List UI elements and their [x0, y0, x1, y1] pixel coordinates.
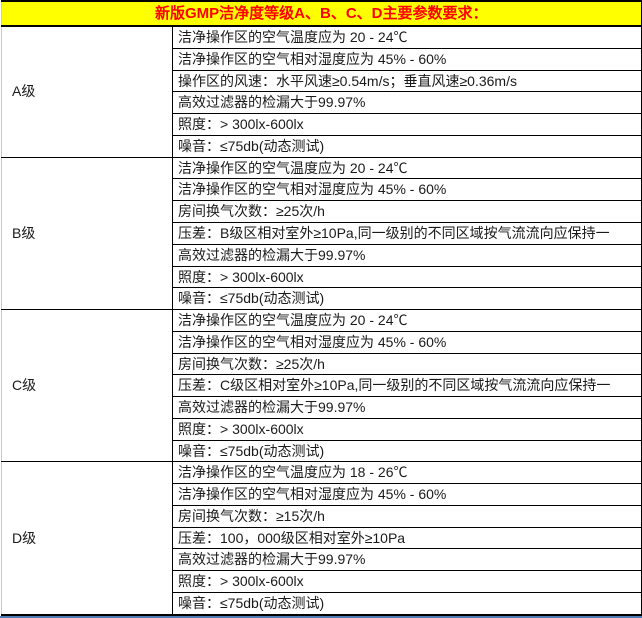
param-cell: 操作区的风速：水平风速≥0.54m/s；垂直风速≥0.36m/s [172, 69, 642, 93]
table-row: 照度：> 300lx-600lx [2, 417, 642, 441]
table-row: 压差：100，000级区相对室外≥10Pa [2, 526, 642, 550]
param-cell: 压差：C级区相对室外≥10Pa,同一级别的不同区域按气流流向应保持一 [172, 374, 642, 398]
param-cell: 噪音：≤75db(动态测试) [172, 134, 642, 158]
table-row: 照度：> 300lx-600lx [2, 113, 642, 136]
param-cell: 照度：> 300lx-600lx [172, 570, 642, 594]
param-cell: 压差：B级区相对室外≥10Pa,同一级别的不同区域按气流流向应保持一 [172, 222, 642, 245]
param-cell: 洁净操作区的空气温度应为 18 - 26℃ [172, 461, 642, 485]
param-cell: 高效过滤器的检漏大于99.97% [172, 548, 642, 572]
param-cell: 洁净操作区的空气相对湿度应为 45% - 60% [172, 47, 642, 71]
param-cell: 洁净操作区的空气相对湿度应为 45% - 60% [172, 178, 642, 202]
param-cell: 高效过滤器的检漏大于99.97% [172, 243, 642, 267]
param-cell: 洁净操作区的空气温度应为 20 - 24℃ [172, 156, 642, 180]
param-cell: 洁净操作区的空气温度应为 20 - 24℃ [172, 309, 642, 332]
table-title: 新版GMP洁净度等级A、B、C、D主要参数要求： [1, 0, 642, 27]
grade-label-d: D级 [1, 461, 173, 616]
table-row: 压差：C级区相对室外≥10Pa,同一级别的不同区域按气流流向应保持一 [2, 374, 642, 398]
param-cell: 洁净操作区的空气温度应为 20 - 24℃ [172, 25, 642, 49]
table-row: 洁净操作区的空气相对湿度应为 45% - 60% [2, 178, 642, 202]
grade-label-a: A级 [1, 25, 173, 158]
grade-label-b: B级 [1, 156, 173, 311]
param-cell: 高效过滤器的检漏大于99.97% [172, 396, 642, 419]
table-row: D级 洁净操作区的空气温度应为 18 - 26℃ [1, 461, 642, 616]
param-cell: 照度：> 300lx-600lx [172, 417, 642, 441]
table-row: 噪音：≤75db(动态测试) [2, 134, 642, 158]
param-cell: 房间换气次数：≥25次/h [172, 352, 642, 376]
param-cell: 洁净操作区的空气相对湿度应为 45% - 60% [172, 483, 642, 506]
table-row: 高效过滤器的检漏大于99.97% [2, 243, 642, 267]
table-row: C级 洁净操作区的空气温度应为 20 - 24℃ [1, 309, 642, 463]
param-cell: 噪音：≤75db(动态测试) [172, 439, 642, 463]
param-cell: 照度：> 300lx-600lx [172, 113, 642, 136]
table-row: A级 洁净操作区的空气温度应为 20 - 24℃ [1, 25, 642, 158]
table-row: 房间换气次数：≥25次/h [2, 352, 642, 376]
table-row: 噪音：≤75db(动态测试) [2, 592, 642, 616]
param-cell: 噪音：≤75db(动态测试) [172, 287, 642, 311]
table-row: 压差：B级区相对室外≥10Pa,同一级别的不同区域按气流流向应保持一 [2, 222, 642, 245]
table-row: 房间换气次数：≥25次/h [2, 200, 642, 223]
table-header-row: 新版GMP洁净度等级A、B、C、D主要参数要求： [1, 0, 642, 27]
param-cell: 噪音：≤75db(动态测试) [172, 592, 642, 616]
param-cell: 高效过滤器的检漏大于99.97% [172, 91, 642, 115]
grade-label-c: C级 [1, 309, 173, 463]
param-cell: 压差：100，000级区相对室外≥10Pa [172, 526, 642, 550]
table-row: B级 洁净操作区的空气温度应为 20 - 24℃ [1, 156, 642, 311]
param-cell: 房间换气次数：≥25次/h [172, 200, 642, 223]
table-row: 噪音：≤75db(动态测试) [2, 439, 642, 463]
table-row: 洁净操作区的空气相对湿度应为 45% - 60% [2, 483, 642, 506]
param-cell: 照度：> 300lx-600lx [172, 265, 642, 289]
param-cell: 洁净操作区的空气相对湿度应为 45% - 60% [172, 330, 642, 354]
param-cell: 房间换气次数：≥15次/h [172, 504, 642, 528]
table-row: 高效过滤器的检漏大于99.97% [2, 548, 642, 572]
